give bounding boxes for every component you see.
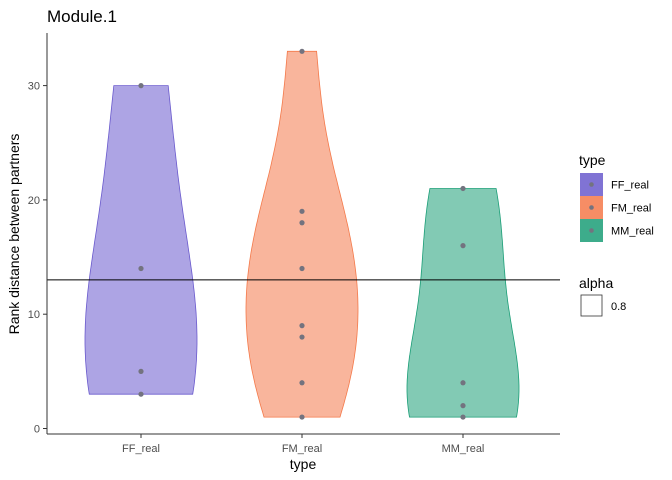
legend-alpha-title: alpha bbox=[579, 275, 613, 291]
legend-type-title: type bbox=[579, 152, 606, 168]
data-point bbox=[460, 185, 466, 192]
legend-label-FM_real: FM_real bbox=[611, 203, 651, 215]
legend-label-FF_real: FF_real bbox=[611, 180, 649, 192]
legend: type alpha FF_real FM_real MM_real 0.8 bbox=[579, 152, 654, 317]
data-point bbox=[138, 391, 144, 397]
violin-FM_real bbox=[245, 50, 359, 418]
x-axis-title: type bbox=[290, 456, 317, 472]
data-point bbox=[138, 83, 144, 89]
y-tick-label: 0 bbox=[34, 424, 40, 436]
legend-point bbox=[589, 228, 594, 233]
legend-point bbox=[589, 205, 594, 210]
data-point bbox=[299, 414, 305, 420]
legend-label-MM_real: MM_real bbox=[611, 226, 654, 238]
x-tick-label: MM_real bbox=[442, 443, 485, 455]
legend-alpha-label: 0.8 bbox=[611, 301, 626, 313]
data-point bbox=[299, 323, 305, 329]
data-point bbox=[460, 414, 466, 420]
data-point bbox=[460, 403, 466, 409]
data-point bbox=[460, 380, 466, 386]
data-point bbox=[299, 380, 305, 386]
x-tick-label: FM_real bbox=[282, 443, 322, 455]
data-point bbox=[299, 265, 305, 272]
plot-panel bbox=[47, 48, 560, 420]
data-point bbox=[299, 334, 305, 340]
axes: 0 10 20 30 FF_real FM_real MM_real bbox=[28, 33, 560, 455]
y-tick-label: 10 bbox=[28, 309, 40, 321]
y-tick-label: 30 bbox=[28, 81, 40, 93]
data-point bbox=[299, 208, 305, 214]
data-point bbox=[299, 48, 305, 54]
legend-point bbox=[589, 182, 594, 187]
y-tick-label: 20 bbox=[28, 195, 40, 207]
x-tick-label: FF_real bbox=[122, 443, 160, 455]
chart-title: Module.1 bbox=[47, 7, 117, 26]
data-point bbox=[299, 220, 305, 226]
violin-MM_real bbox=[406, 188, 520, 418]
y-axis-title: Rank distance between partners bbox=[6, 134, 22, 335]
data-point bbox=[138, 368, 144, 374]
data-point bbox=[138, 265, 144, 272]
data-point bbox=[460, 243, 466, 249]
violin-FF_real bbox=[84, 85, 198, 395]
legend-alpha-swatch bbox=[580, 294, 603, 317]
